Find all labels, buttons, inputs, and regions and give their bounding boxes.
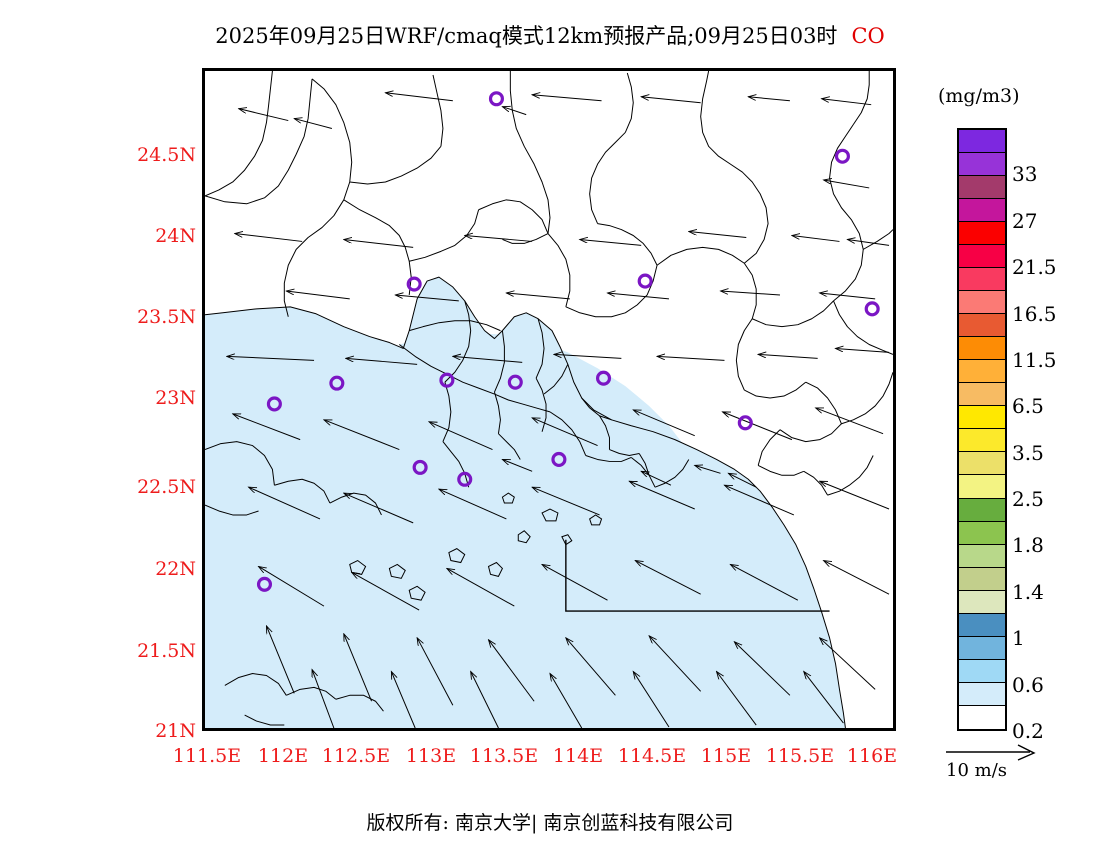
colorbar-tick-label: 27 bbox=[1012, 208, 1038, 233]
x-tick: 113.5E bbox=[469, 745, 539, 767]
colorbar-band bbox=[959, 521, 1005, 545]
colorbar-band bbox=[959, 222, 1005, 246]
station-marker bbox=[488, 91, 504, 107]
x-tick: 115.5E bbox=[765, 745, 835, 767]
colorbar-tick-label: 6.5 bbox=[1012, 394, 1044, 419]
water-body bbox=[205, 277, 846, 728]
copyright-footer: 版权所有: 南京大学| 南京创蓝科技有限公司 bbox=[366, 812, 734, 834]
title-main: 2025年09月25日WRF/cmaq模式12km预报产品;09月25日03时 bbox=[215, 24, 838, 48]
station-marker bbox=[266, 396, 282, 412]
x-tick: 113E bbox=[405, 745, 457, 767]
colorbar-band bbox=[959, 567, 1005, 591]
colorbar[interactable] bbox=[957, 128, 1007, 731]
station-marker bbox=[256, 576, 273, 592]
colorbar-band bbox=[959, 360, 1005, 384]
colorbar-tick-label: 1.4 bbox=[1012, 579, 1044, 604]
colorbar-band bbox=[959, 291, 1005, 315]
x-tick: 114E bbox=[552, 745, 604, 767]
colorbar-band bbox=[959, 153, 1005, 177]
y-tick: 24N bbox=[155, 225, 196, 247]
colorbar-band bbox=[959, 613, 1005, 637]
colorbar-band bbox=[959, 245, 1005, 269]
colorbar-tick-label: 16.5 bbox=[1012, 301, 1057, 326]
colorbar-tick-label: 33 bbox=[1012, 162, 1038, 187]
islands bbox=[349, 492, 603, 601]
colorbar-band bbox=[959, 636, 1005, 660]
y-tick: 23N bbox=[155, 387, 196, 409]
station-marker bbox=[457, 471, 473, 487]
title-species: CO bbox=[851, 24, 885, 48]
colorbar-tick-label: 1 bbox=[1012, 626, 1025, 651]
station-marker bbox=[595, 370, 612, 386]
station-marker bbox=[834, 148, 850, 164]
station-marker bbox=[439, 372, 455, 388]
wind-vectors bbox=[227, 93, 890, 728]
station-marker bbox=[864, 301, 880, 317]
x-tick: 116E bbox=[846, 745, 898, 767]
y-tick: 21.5N bbox=[137, 640, 196, 662]
colorbar-tick-label: 0.2 bbox=[1012, 719, 1044, 743]
colorbar-tick-label: 3.5 bbox=[1012, 440, 1044, 465]
colorbar-tick-label: 1.8 bbox=[1012, 533, 1044, 558]
x-tick: 114.5E bbox=[617, 745, 687, 767]
station-marker bbox=[737, 415, 753, 431]
station-markers[interactable] bbox=[256, 91, 880, 592]
colorbar-unit-label: (mg/m3) bbox=[938, 85, 1020, 107]
station-marker bbox=[329, 375, 345, 391]
y-tick: 22N bbox=[155, 558, 196, 580]
y-tick: 24.5N bbox=[137, 144, 196, 166]
colorbar-band bbox=[959, 498, 1005, 522]
station-marker bbox=[637, 273, 653, 289]
station-marker bbox=[507, 374, 523, 390]
colorbar-band bbox=[959, 590, 1005, 614]
colorbar-band bbox=[959, 475, 1005, 499]
map-plot-area[interactable] bbox=[202, 68, 896, 731]
wind-scale-label: 10 m/s bbox=[946, 760, 1007, 781]
x-tick: 115E bbox=[700, 745, 752, 767]
colorbar-band bbox=[959, 544, 1005, 568]
map-canvas bbox=[205, 71, 893, 728]
colorbar-tick-label: 21.5 bbox=[1012, 255, 1057, 280]
wind-scale-legend: 10 m/s bbox=[944, 744, 1074, 781]
y-tick: 22.5N bbox=[137, 476, 196, 498]
station-marker bbox=[406, 276, 422, 292]
colorbar-band bbox=[959, 383, 1005, 407]
inset-box bbox=[565, 539, 830, 612]
colorbar-band bbox=[959, 199, 1005, 223]
right-arrow-icon bbox=[946, 744, 1036, 761]
y-tick: 23.5N bbox=[137, 306, 196, 328]
colorbar-tick-label: 11.5 bbox=[1012, 347, 1057, 372]
colorbar-band bbox=[959, 659, 1005, 683]
coastline-southwest bbox=[205, 441, 384, 726]
colorbar-band bbox=[959, 130, 1005, 154]
colorbar-band bbox=[959, 268, 1005, 292]
colorbar-band bbox=[959, 406, 1005, 430]
colorbar-tick-label: 0.6 bbox=[1012, 672, 1044, 697]
colorbar-band bbox=[959, 337, 1005, 361]
x-tick: 112.5E bbox=[321, 745, 391, 767]
administrative-boundaries bbox=[205, 71, 893, 496]
colorbar-band bbox=[959, 682, 1005, 706]
x-tick: 111.5E bbox=[172, 745, 242, 767]
y-tick: 21N bbox=[155, 720, 196, 742]
station-marker bbox=[551, 451, 567, 467]
colorbar-band bbox=[959, 429, 1005, 453]
page-title: 2025年09月25日WRF/cmaq模式12km预报产品;09月25日03时 C… bbox=[0, 20, 1100, 50]
colorbar-band bbox=[959, 452, 1005, 476]
x-tick: 112E bbox=[257, 745, 309, 767]
colorbar-tick-label: 2.5 bbox=[1012, 487, 1044, 512]
station-marker bbox=[412, 459, 428, 475]
colorbar-band bbox=[959, 314, 1005, 338]
colorbar-band bbox=[959, 705, 1005, 729]
colorbar-band bbox=[959, 176, 1005, 200]
